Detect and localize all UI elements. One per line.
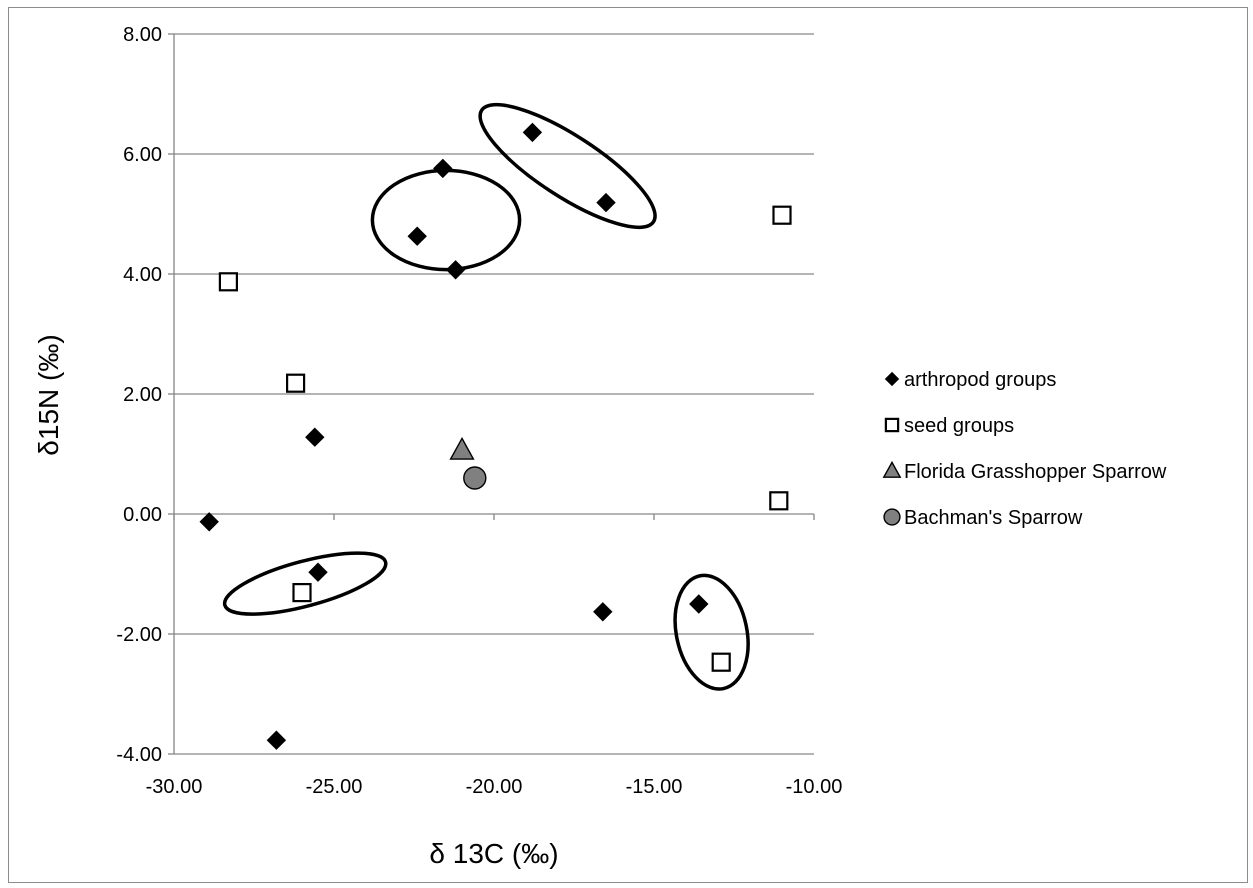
x-tick-label: -30.00 bbox=[146, 776, 203, 798]
legend-label-arthropod-groups: arthropod groups bbox=[904, 369, 1056, 391]
y-tick-label: 8.00 bbox=[123, 24, 162, 46]
legend-label-bachman-s-sparrow: Bachman's Sparrow bbox=[904, 507, 1083, 529]
grouping-ellipses bbox=[222, 102, 750, 691]
y-tick-label: 2.00 bbox=[123, 384, 162, 406]
y-axis-title: δ15N (‰) bbox=[33, 334, 64, 455]
arthropod-groups-point bbox=[445, 260, 466, 280]
legend-label-seed-groups: seed groups bbox=[904, 415, 1014, 437]
florida-grasshopper-sparrow-point bbox=[449, 436, 475, 460]
arthropod-groups-point bbox=[407, 226, 427, 246]
x-tick-label: -20.00 bbox=[466, 776, 523, 798]
arthropod-groups-point bbox=[305, 427, 325, 447]
legend-marker-florida-grasshopper-sparrow bbox=[882, 460, 902, 478]
grouping-ellipse bbox=[370, 168, 522, 272]
arthropod-groups-point bbox=[308, 562, 328, 582]
x-tick-label: -10.00 bbox=[786, 776, 843, 798]
y-tick-label: 6.00 bbox=[123, 144, 162, 166]
bachman-s-sparrow-point bbox=[463, 466, 487, 490]
x-tick-label: -15.00 bbox=[626, 776, 683, 798]
seed-groups-point bbox=[292, 582, 312, 603]
arthropod-groups-point bbox=[689, 594, 709, 614]
arthropod-groups-point bbox=[266, 730, 287, 750]
arthropod-groups-point bbox=[593, 602, 613, 622]
grouping-ellipse bbox=[673, 573, 750, 691]
y-tick-label: -4.00 bbox=[116, 744, 162, 766]
arthropod-groups-point bbox=[522, 122, 543, 143]
seed-groups-point bbox=[769, 491, 789, 511]
grouping-ellipse bbox=[478, 102, 657, 230]
gridlines bbox=[174, 33, 814, 755]
x-axis-title: δ 13C (‰) bbox=[429, 838, 558, 869]
seed-groups-point bbox=[772, 205, 792, 225]
arthropod-groups-point bbox=[199, 512, 219, 532]
seed-groups-point bbox=[286, 373, 306, 393]
data-points bbox=[199, 122, 792, 750]
grouping-ellipse bbox=[222, 551, 388, 616]
legend-marker-seed-groups bbox=[884, 417, 900, 433]
tick-labels: -4.00 -2.00 0.00 2.00 4.00 6.00 8.00 -30.00 -25.… bbox=[116, 24, 842, 798]
legend-label-florida-grasshopper-sparrow: Florida Grasshopper Sparrow bbox=[904, 461, 1167, 483]
legend-marker-arthropod-groups bbox=[884, 371, 900, 387]
chart-frame bbox=[8, 7, 1248, 883]
y-tick-label: 0.00 bbox=[123, 504, 162, 526]
y-tick-label: 4.00 bbox=[123, 264, 162, 286]
legend-marker-bachman-s-sparrow bbox=[883, 508, 901, 526]
arthropod-groups-point bbox=[433, 158, 453, 179]
y-tick-label: -2.00 bbox=[116, 624, 162, 646]
x-tick-label: -25.00 bbox=[306, 776, 363, 798]
axes bbox=[168, 33, 815, 755]
legend: arthropod groups seed groups Florida Grass… bbox=[882, 369, 1167, 529]
arthropod-groups-point bbox=[596, 192, 616, 213]
seed-groups-point bbox=[711, 652, 731, 672]
seed-groups-point bbox=[218, 272, 238, 292]
